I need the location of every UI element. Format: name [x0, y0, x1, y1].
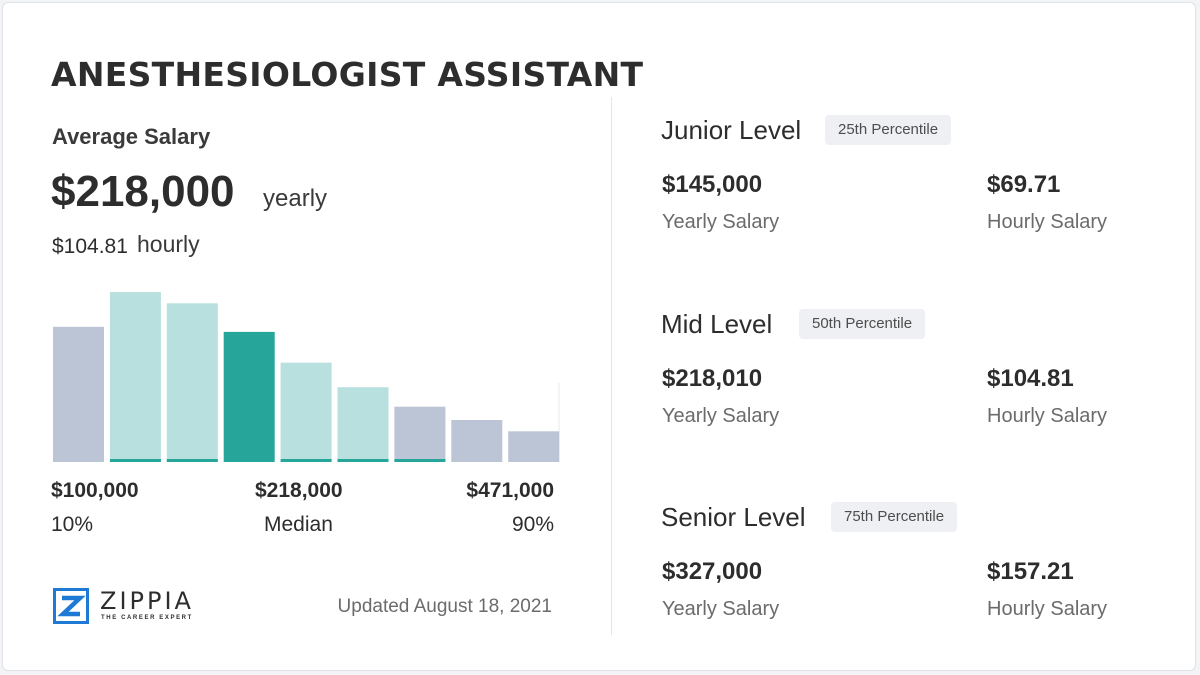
bar-baseline-accent-2	[109, 459, 161, 462]
level-name: Mid Level	[661, 309, 773, 339]
hourly-salary-value: $69.71	[987, 171, 1061, 198]
tick-value-low: $100,000	[51, 479, 139, 502]
percentile-badge: 50th Percentile	[799, 309, 926, 339]
yearly-salary-label: Yearly Salary	[662, 211, 780, 233]
percentile-badge: 75th Percentile	[831, 502, 958, 532]
tick-label-high: 90%	[511, 513, 554, 536]
yearly-salary-value: $218,010	[662, 365, 763, 392]
hourly-salary-label: Hourly Salary	[987, 598, 1108, 620]
brand-tagline: THE CAREER EXPERT	[101, 615, 193, 621]
salary-histogram	[53, 292, 560, 462]
histogram-bar-2	[109, 292, 161, 462]
tick-value-median: $218,000	[255, 479, 343, 502]
hourly-salary-value: $157.21	[987, 558, 1074, 585]
tick-value-high: $471,000	[466, 479, 554, 502]
tick-label-low: 10%	[51, 513, 94, 536]
average-hourly-unit: hourly	[137, 231, 200, 257]
page-title: ANESTHESIOLOGIST ASSISTANT	[51, 55, 644, 94]
yearly-salary-label: Yearly Salary	[662, 598, 780, 620]
histogram-bar-6	[337, 387, 389, 462]
level-name: Junior Level	[661, 115, 802, 145]
brand-name: ZIPPIA	[100, 587, 194, 615]
histogram-bar-5	[280, 362, 332, 462]
updated-date: Updated August 18, 2021	[337, 596, 552, 617]
histogram-bar-4	[223, 331, 275, 462]
bar-baseline-accent-3	[166, 459, 218, 462]
tick-label-median: Median	[264, 513, 333, 536]
hourly-salary-label: Hourly Salary	[987, 211, 1108, 233]
average-salary-unit: yearly	[263, 185, 328, 212]
yearly-salary-value: $327,000	[662, 558, 763, 585]
mid-level-section: Mid Level 50th Percentile $218,010 Yearl…	[661, 309, 1161, 449]
zippia-logo[interactable]: ZIPPIA THE CAREER EXPERT	[53, 587, 194, 624]
yearly-salary-label: Yearly Salary	[662, 405, 780, 427]
bar-baseline-accent-7	[394, 459, 446, 462]
histogram-bar-1	[53, 326, 104, 462]
bar-baseline-accent-5	[280, 459, 332, 462]
zippia-logo-icon	[53, 588, 89, 624]
histogram-bar-9	[508, 431, 560, 462]
yearly-salary-value: $145,000	[662, 171, 763, 198]
column-divider	[611, 97, 612, 635]
hourly-salary-label: Hourly Salary	[987, 405, 1108, 427]
histogram-bar-7	[394, 406, 446, 462]
histogram-bar-8	[451, 420, 503, 462]
junior-level-section: Junior Level 25th Percentile $145,000 Ye…	[661, 115, 1161, 255]
level-name: Senior Level	[661, 502, 806, 532]
average-salary-value: $218,000	[51, 167, 235, 216]
senior-level-section: Senior Level 75th Percentile $327,000 Ye…	[661, 502, 1161, 642]
histogram-bar-3	[166, 303, 218, 462]
bar-baseline-accent-6	[337, 459, 389, 462]
hourly-salary-value: $104.81	[987, 365, 1074, 392]
average-hourly-value: $104.81	[52, 235, 128, 258]
average-salary-label: Average Salary	[52, 124, 211, 149]
percentile-badge: 25th Percentile	[825, 115, 952, 145]
